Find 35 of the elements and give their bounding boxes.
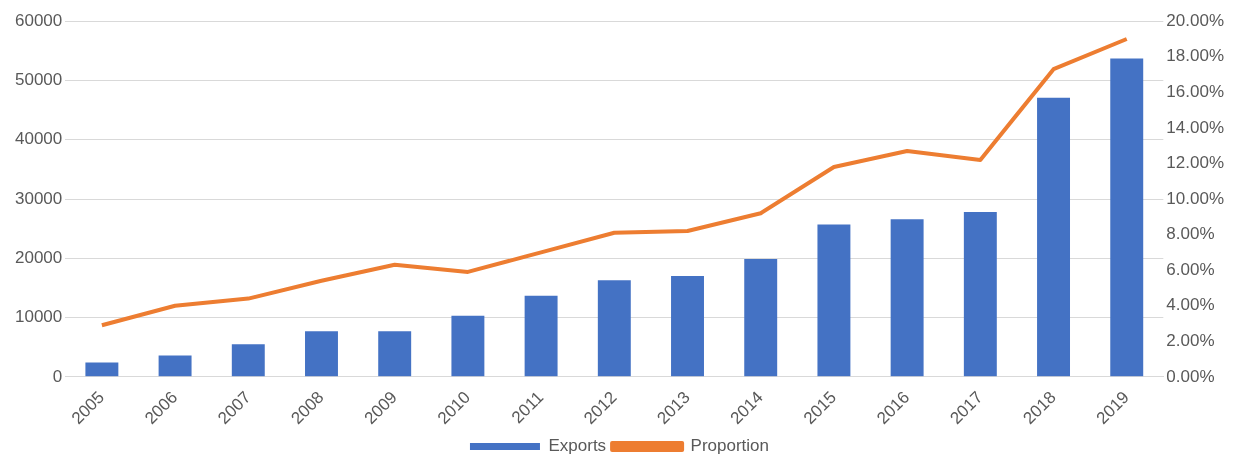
bar — [817, 224, 851, 377]
y2-tick-label: 18.00% — [1166, 46, 1225, 66]
y-tick-label: 60000 — [14, 10, 63, 30]
y2-tick-label: 14.00% — [1166, 117, 1225, 137]
legend-label: Exports — [548, 436, 607, 456]
y2-tick-label: 12.00% — [1166, 153, 1225, 173]
bar — [451, 315, 485, 377]
y2-tick-label: 2.00% — [1166, 330, 1215, 350]
bar — [597, 280, 631, 377]
bar — [524, 295, 558, 377]
bar — [744, 258, 778, 377]
y2-tick-label: 8.00% — [1166, 224, 1215, 244]
y-tick-label: 20000 — [14, 247, 63, 267]
y2-tick-label: 10.00% — [1166, 188, 1225, 208]
y2-tick-label: 0.00% — [1166, 366, 1215, 386]
bar — [305, 331, 338, 377]
bar — [1037, 97, 1071, 377]
bar — [158, 355, 192, 377]
y-tick-label: 10000 — [14, 307, 63, 327]
bar — [85, 362, 119, 377]
bar — [890, 219, 924, 377]
bar — [231, 344, 265, 377]
y-tick-label: 0 — [52, 366, 63, 386]
bar — [671, 276, 704, 377]
y2-tick-label: 6.00% — [1166, 259, 1215, 279]
y-tick-label: 30000 — [14, 188, 63, 208]
y-tick-label: 50000 — [14, 70, 63, 90]
y2-tick-label: 20.00% — [1166, 10, 1225, 30]
legend-label: Proportion — [690, 436, 770, 456]
y-tick-label: 40000 — [14, 129, 63, 149]
y2-tick-label: 4.00% — [1166, 295, 1215, 315]
y2-tick-label: 16.00% — [1166, 82, 1225, 102]
bar — [1110, 58, 1144, 377]
bar — [378, 331, 412, 377]
bar — [963, 212, 997, 377]
